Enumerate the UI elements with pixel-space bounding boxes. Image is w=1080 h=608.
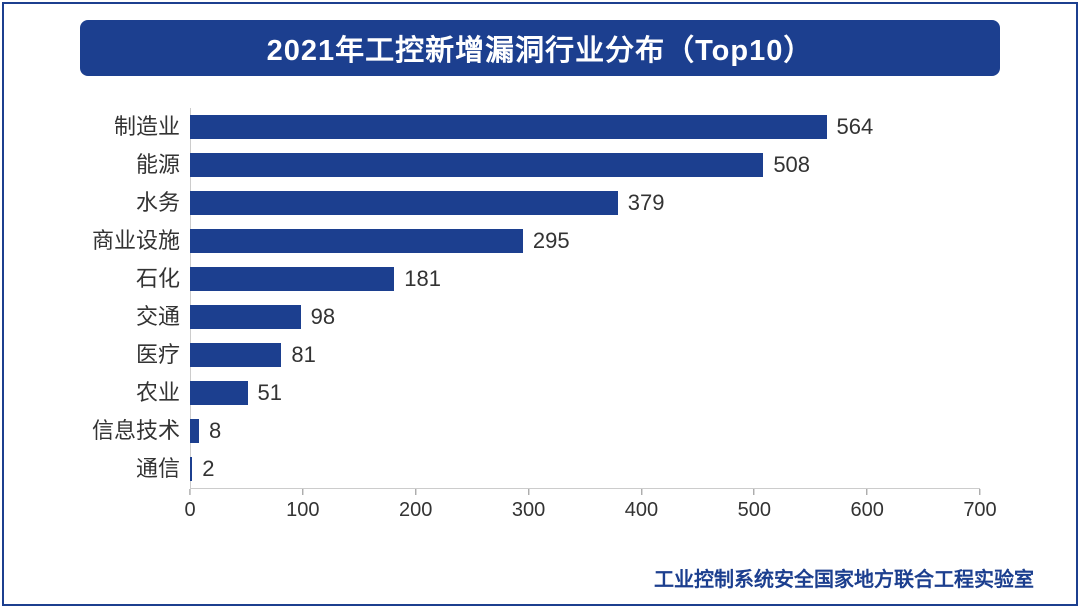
bar-row: 8	[190, 412, 980, 450]
x-tick: 0	[184, 489, 195, 522]
bar	[190, 305, 301, 329]
category-label: 水务	[70, 184, 180, 222]
category-label: 石化	[70, 260, 180, 298]
bar-value-label: 8	[209, 418, 221, 444]
bar	[190, 381, 248, 405]
category-label: 能源	[70, 146, 180, 184]
chart-title: 2021年工控新增漏洞行业分布（Top10）	[267, 27, 814, 69]
bar-value-label: 98	[311, 304, 335, 330]
bar-row: 98	[190, 298, 980, 336]
category-label: 商业设施	[70, 222, 180, 260]
bar-row: 51	[190, 374, 980, 412]
x-tick-label: 500	[738, 499, 771, 522]
x-tick-label: 300	[512, 499, 545, 522]
plot-area: 564 508 379 295 181 98 81 51 8 2	[190, 108, 980, 488]
x-tick-mark	[867, 489, 868, 495]
x-tick-label: 700	[963, 499, 996, 522]
x-tick: 500	[738, 489, 771, 522]
bar	[190, 343, 281, 367]
x-tick-mark	[528, 489, 529, 495]
bar-row: 2	[190, 450, 980, 488]
bar-row: 295	[190, 222, 980, 260]
bar	[190, 229, 523, 253]
x-tick-label: 200	[399, 499, 432, 522]
x-tick: 100	[286, 489, 319, 522]
x-tick: 200	[399, 489, 432, 522]
x-tick-mark	[980, 489, 981, 495]
x-tick: 300	[512, 489, 545, 522]
category-label: 交通	[70, 298, 180, 336]
x-tick-mark	[190, 489, 191, 495]
footer-credit: 工业控制系统安全国家地方联合工程实验室	[654, 563, 1034, 592]
bar-value-label: 2	[202, 456, 214, 482]
category-label: 医疗	[70, 336, 180, 374]
bar	[190, 191, 618, 215]
bar-value-label: 51	[258, 380, 282, 406]
x-tick: 700	[963, 489, 996, 522]
category-label: 农业	[70, 374, 180, 412]
bar	[190, 457, 192, 481]
bar-value-label: 81	[291, 342, 315, 368]
x-tick-label: 600	[850, 499, 883, 522]
x-tick-label: 400	[625, 499, 658, 522]
bar	[190, 419, 199, 443]
category-label: 信息技术	[70, 412, 180, 450]
bar-row: 379	[190, 184, 980, 222]
bar-value-label: 181	[404, 266, 441, 292]
bar	[190, 267, 394, 291]
bar-row: 81	[190, 336, 980, 374]
chart-area: 制造业能源水务商业设施石化交通医疗农业信息技术通信 564 508 379 295 18…	[70, 108, 1010, 528]
title-bar: 2021年工控新增漏洞行业分布（Top10）	[80, 20, 1000, 76]
bar-row: 508	[190, 146, 980, 184]
x-tick-mark	[415, 489, 416, 495]
category-label: 制造业	[70, 108, 180, 146]
x-axis: 0100200300400500600700	[190, 488, 980, 528]
bar-value-label: 379	[628, 190, 665, 216]
x-tick: 600	[850, 489, 883, 522]
category-label: 通信	[70, 450, 180, 488]
bar	[190, 115, 827, 139]
bar-value-label: 508	[773, 152, 810, 178]
x-tick-mark	[754, 489, 755, 495]
bar-row: 181	[190, 260, 980, 298]
bar	[190, 153, 763, 177]
x-tick-label: 0	[184, 499, 195, 522]
x-tick-mark	[641, 489, 642, 495]
x-tick: 400	[625, 489, 658, 522]
bar-value-label: 295	[533, 228, 570, 254]
bar-value-label: 564	[837, 114, 874, 140]
bar-row: 564	[190, 108, 980, 146]
x-tick-mark	[302, 489, 303, 495]
x-tick-label: 100	[286, 499, 319, 522]
